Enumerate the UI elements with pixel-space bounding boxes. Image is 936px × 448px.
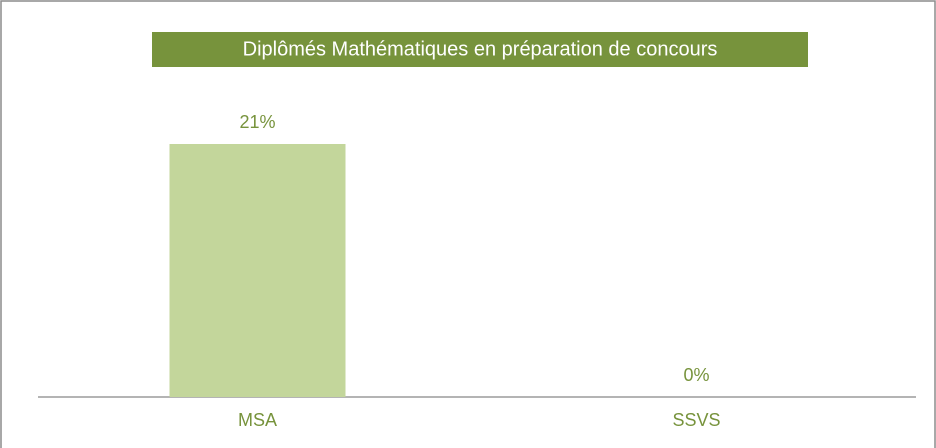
x-tick-label: SSVS <box>672 410 720 430</box>
chart-title: Diplômés Mathématiques en préparation de… <box>243 38 718 60</box>
bar <box>169 144 346 397</box>
value-label: 0% <box>683 365 709 385</box>
value-label: 21% <box>239 112 275 132</box>
title-box <box>152 32 808 67</box>
x-tick-label: MSA <box>238 410 277 430</box>
